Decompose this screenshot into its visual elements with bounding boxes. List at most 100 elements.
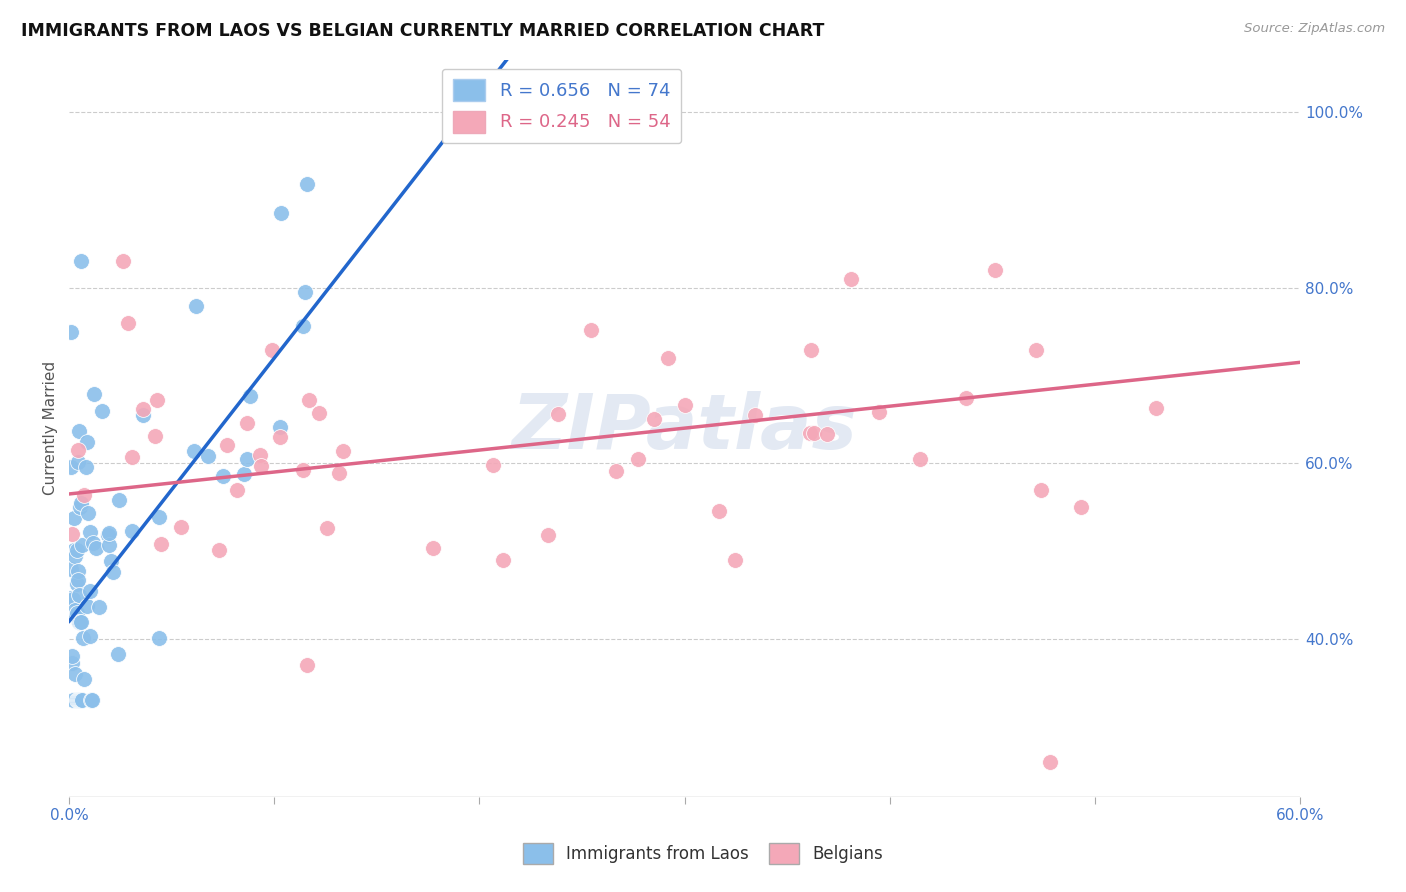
Point	[101, 565, 124, 579]
Point	[60, 527, 83, 541]
Point	[1025, 343, 1047, 357]
Point	[298, 393, 321, 408]
Point	[66, 606, 89, 620]
Point	[97, 538, 120, 552]
Point	[803, 425, 825, 440]
Point	[69, 615, 91, 630]
Point	[150, 537, 173, 551]
Point	[121, 524, 143, 538]
Legend: R = 0.656   N = 74, R = 0.245   N = 54: R = 0.656 N = 74, R = 0.245 N = 54	[441, 69, 682, 144]
Point	[537, 528, 560, 542]
Point	[131, 402, 153, 417]
Point	[111, 254, 134, 268]
Point	[132, 408, 155, 422]
Point	[62, 693, 84, 707]
Point	[627, 452, 650, 467]
Point	[294, 285, 316, 299]
Point	[239, 388, 262, 402]
Point	[97, 528, 120, 542]
Point	[908, 451, 931, 466]
Point	[121, 450, 143, 464]
Point	[72, 488, 94, 502]
Point	[73, 673, 96, 687]
Point	[69, 693, 91, 707]
Point	[800, 343, 823, 357]
Point	[983, 263, 1005, 277]
Point	[249, 459, 271, 474]
Point	[70, 693, 93, 707]
Point	[66, 576, 89, 591]
Point	[799, 425, 821, 440]
Point	[657, 351, 679, 365]
Point	[63, 666, 86, 681]
Point	[66, 443, 89, 458]
Point	[492, 553, 515, 567]
Point	[72, 631, 94, 645]
Point	[547, 407, 569, 421]
Point	[868, 405, 890, 419]
Point	[709, 504, 731, 518]
Point	[60, 591, 83, 606]
Y-axis label: Currently Married: Currently Married	[44, 361, 58, 495]
Point	[76, 434, 98, 449]
Point	[83, 387, 105, 401]
Point	[232, 467, 254, 481]
Legend: Immigrants from Laos, Belgians: Immigrants from Laos, Belgians	[516, 837, 890, 871]
Point	[269, 430, 291, 444]
Point	[65, 608, 87, 623]
Point	[197, 449, 219, 463]
Point	[269, 420, 291, 434]
Point	[84, 541, 107, 555]
Point	[67, 587, 90, 601]
Text: Source: ZipAtlas.com: Source: ZipAtlas.com	[1244, 22, 1385, 36]
Point	[79, 629, 101, 643]
Point	[839, 272, 862, 286]
Point	[605, 464, 627, 478]
Point	[60, 656, 83, 670]
Point	[63, 542, 86, 557]
Point	[90, 404, 112, 418]
Point	[67, 573, 90, 587]
Point	[291, 318, 314, 333]
Point	[117, 316, 139, 330]
Point	[60, 460, 83, 475]
Point	[1070, 500, 1092, 515]
Point	[1031, 483, 1053, 497]
Point	[60, 325, 83, 339]
Point	[97, 526, 120, 541]
Point	[62, 510, 84, 524]
Point	[186, 299, 208, 313]
Point	[1039, 755, 1062, 769]
Point	[70, 538, 93, 552]
Point	[1144, 401, 1167, 415]
Point	[291, 463, 314, 477]
Point	[170, 520, 193, 534]
Point	[62, 649, 84, 664]
Point	[579, 323, 602, 337]
Point	[69, 500, 91, 514]
Point	[225, 483, 247, 497]
Point	[208, 542, 231, 557]
Point	[815, 427, 838, 442]
Point	[481, 458, 503, 472]
Point	[236, 451, 259, 466]
Point	[82, 535, 104, 549]
Point	[217, 438, 239, 452]
Point	[69, 254, 91, 268]
Point	[262, 343, 284, 357]
Point	[955, 391, 977, 405]
Point	[148, 510, 170, 524]
Point	[297, 178, 319, 192]
Point	[80, 693, 103, 707]
Point	[66, 543, 89, 558]
Point	[183, 444, 205, 458]
Point	[308, 406, 330, 420]
Text: IMMIGRANTS FROM LAOS VS BELGIAN CURRENTLY MARRIED CORRELATION CHART: IMMIGRANTS FROM LAOS VS BELGIAN CURRENTL…	[21, 22, 824, 40]
Point	[76, 599, 98, 614]
Point	[67, 424, 90, 438]
Point	[422, 541, 444, 556]
Point	[70, 496, 93, 510]
Point	[75, 460, 97, 475]
Point	[316, 521, 339, 535]
Point	[66, 693, 89, 707]
